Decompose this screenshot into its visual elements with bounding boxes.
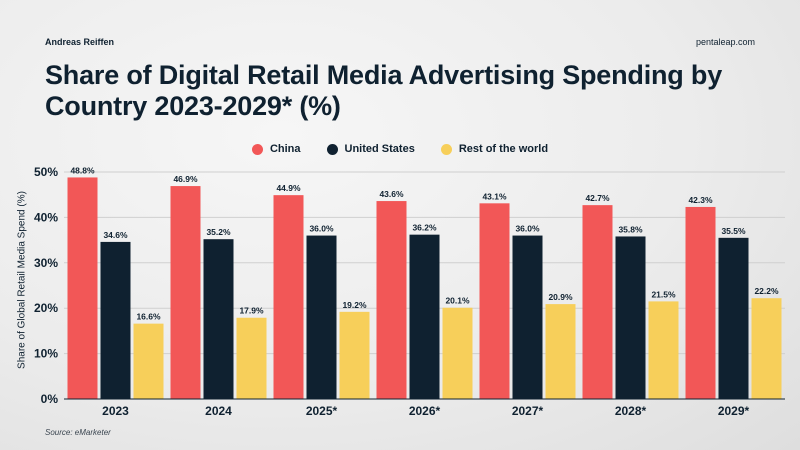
legend-swatch-united-states bbox=[326, 143, 338, 155]
legend-label-united-states: United States bbox=[344, 143, 415, 155]
data-label-rest-of-world: 20.9% bbox=[548, 292, 573, 302]
legend-swatch-rest-of-world bbox=[440, 143, 452, 155]
legend-item-united-states: United States bbox=[326, 143, 415, 155]
bar-united-states bbox=[203, 239, 234, 399]
x-tick-label: 2026* bbox=[409, 404, 441, 418]
legend-item-rest-of-world: Rest of the world bbox=[440, 143, 549, 155]
author-name: Andreas Reiffen bbox=[45, 37, 115, 47]
data-label-china: 42.3% bbox=[688, 195, 713, 205]
x-tick-label: 2028* bbox=[615, 404, 647, 418]
bar-rest-of-world bbox=[751, 298, 782, 399]
data-label-china: 46.9% bbox=[173, 174, 198, 184]
data-label-united-states: 34.6% bbox=[103, 230, 128, 240]
data-label-rest-of-world: 16.6% bbox=[136, 312, 161, 322]
data-label-united-states: 36.0% bbox=[309, 224, 334, 234]
bar-china bbox=[582, 205, 613, 399]
y-tick-label: 0% bbox=[41, 392, 59, 406]
data-label-united-states: 35.5% bbox=[721, 226, 746, 236]
y-tick-label: 20% bbox=[34, 301, 58, 315]
x-tick-label: 2023 bbox=[102, 404, 129, 418]
data-label-united-states: 36.0% bbox=[515, 224, 540, 234]
bar-united-states bbox=[718, 237, 749, 399]
bar-rest-of-world bbox=[648, 301, 679, 399]
x-tick-label: 2027* bbox=[512, 404, 544, 418]
data-label-united-states: 36.2% bbox=[412, 223, 437, 233]
x-tick-label: 2025* bbox=[306, 404, 338, 418]
legend-item-china: China bbox=[251, 143, 301, 155]
data-label-rest-of-world: 17.9% bbox=[239, 306, 264, 316]
y-tick-label: 50% bbox=[34, 165, 58, 179]
data-label-china: 43.1% bbox=[482, 191, 507, 201]
data-label-united-states: 35.2% bbox=[206, 227, 231, 237]
data-label-united-states: 35.8% bbox=[618, 224, 643, 234]
source-note: Source: eMarketer bbox=[45, 428, 111, 437]
bar-china bbox=[170, 186, 201, 399]
data-label-china: 44.9% bbox=[276, 183, 301, 193]
bar-united-states bbox=[409, 234, 440, 399]
bar-china bbox=[479, 203, 510, 399]
chart-title: Share of Digital Retail Media Advertisin… bbox=[45, 60, 723, 121]
bar-rest-of-world bbox=[339, 311, 370, 399]
bar-china bbox=[685, 206, 716, 399]
data-label-rest-of-world: 19.2% bbox=[342, 300, 367, 310]
bar-china bbox=[273, 195, 304, 399]
bar-china bbox=[67, 177, 98, 399]
y-tick-label: 10% bbox=[34, 347, 58, 361]
site-url: pentaleap.com bbox=[695, 37, 755, 47]
legend-swatch-china bbox=[251, 143, 263, 155]
bar-united-states bbox=[100, 241, 131, 399]
bar-china bbox=[376, 201, 407, 399]
data-label-rest-of-world: 20.1% bbox=[445, 296, 470, 306]
bar-united-states bbox=[306, 235, 337, 399]
data-label-rest-of-world: 21.5% bbox=[651, 289, 676, 299]
bar-united-states bbox=[512, 235, 543, 399]
y-tick-label: 30% bbox=[34, 256, 58, 270]
bar-united-states bbox=[615, 236, 646, 399]
data-label-china: 43.6% bbox=[379, 189, 404, 199]
chart-legend: China United States Rest of the world bbox=[0, 143, 800, 155]
legend-label-rest-of-world: Rest of the world bbox=[458, 143, 549, 155]
y-tick-label: 40% bbox=[34, 210, 58, 224]
data-label-china: 48.8% bbox=[70, 165, 95, 175]
bar-rest-of-world bbox=[133, 323, 164, 399]
legend-label-china: China bbox=[269, 143, 301, 155]
bar-rest-of-world bbox=[545, 304, 576, 399]
x-tick-label: 2024 bbox=[205, 404, 232, 418]
data-label-china: 42.7% bbox=[585, 193, 610, 203]
x-tick-label: 2029* bbox=[718, 404, 750, 418]
bar-rest-of-world bbox=[442, 307, 473, 399]
bar-rest-of-world bbox=[236, 317, 267, 399]
data-label-rest-of-world: 22.2% bbox=[754, 286, 779, 296]
